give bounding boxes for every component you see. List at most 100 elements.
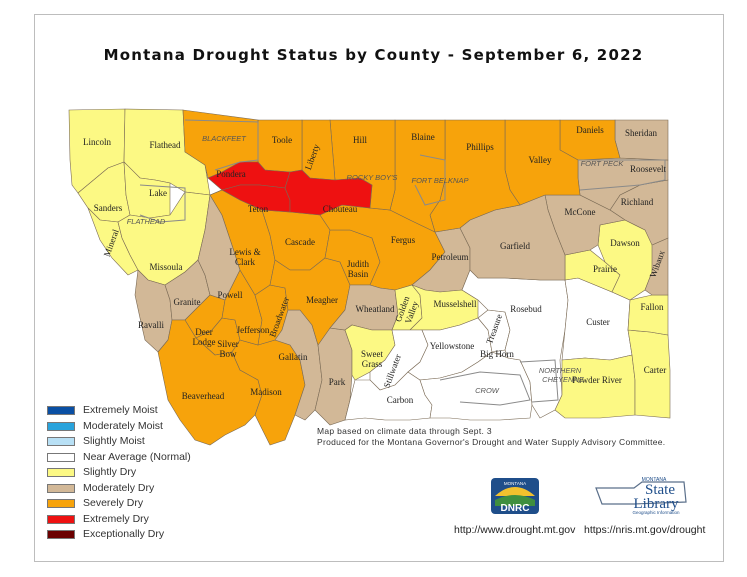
county-label: Sheridan (625, 128, 657, 138)
legend-item: Near Average (Normal) (47, 451, 267, 467)
county-label: Chouteau (323, 204, 358, 214)
county-label: Cascade (285, 237, 315, 247)
reservation-flathead-outline (139, 184, 186, 223)
county-label: Ravalli (138, 320, 164, 330)
legend-swatch (47, 499, 75, 508)
county-label: Powder River (572, 375, 622, 385)
nris-url-link[interactable]: https://nris.mt.gov/drought (584, 524, 706, 536)
county-label: Phillips (466, 142, 494, 152)
county-label: Fallon (640, 302, 664, 312)
reservation-label: ROCKY BOY'S (347, 173, 398, 182)
legend-item: Moderately Moist (47, 420, 267, 436)
county-label: Beaverhead (182, 391, 225, 401)
county-label: Valley (529, 155, 552, 165)
legend-swatch (47, 530, 75, 539)
notes-line-2: Produced for the Montana Governor's Drou… (317, 437, 666, 447)
state-library-main-text-1: State (645, 482, 675, 498)
reservation-label: FORT PECK (581, 159, 625, 168)
county-label: Bow (219, 349, 237, 359)
county-label: Deer (195, 327, 213, 337)
reservation-label: FLATHEAD (127, 217, 166, 226)
legend-label: Slightly Moist (83, 435, 145, 447)
county-label: Flathead (150, 140, 181, 150)
county-label: Custer (586, 317, 610, 327)
county-label: Clark (235, 257, 255, 267)
state-library-logo-mark: MONTANA State Library Geographic Informa… (595, 477, 687, 515)
notes-line-1: Map based on climate data through Sept. … (317, 426, 492, 436)
legend-label: Severely Dry (83, 497, 144, 509)
county-label: Rosebud (510, 304, 542, 314)
county-label: Fergus (391, 235, 416, 245)
county-label: Big Horn (480, 349, 514, 359)
legend-swatch (47, 514, 75, 524)
legend-label: Near Average (Normal) (83, 450, 191, 463)
reservation-label: FORT BELKNAP (412, 176, 469, 185)
map-notes: Map based on climate data through Sept. … (317, 426, 665, 448)
state-library-logo[interactable]: MONTANA State Library Geographic Informa… (594, 474, 694, 518)
county-label: Park (329, 377, 346, 387)
county-label: Prairie (593, 264, 617, 274)
county-label: Meagher (306, 295, 338, 305)
county-fallon (627, 294, 669, 336)
county-label: Lake (149, 188, 167, 198)
county-label: Petroleum (432, 252, 469, 262)
county-label: Gallatin (279, 352, 308, 362)
county-label: Judith (347, 259, 370, 269)
county-label: Yellowstone (430, 341, 475, 351)
state-library-sub-text: Geographic Information (632, 510, 680, 515)
county-label: Basin (348, 269, 369, 279)
legend: Extremely Moist Moderately Moist Slightly … (47, 404, 267, 544)
state-library-top-text: MONTANA (642, 477, 667, 483)
state-library-main-text-2: Library (634, 496, 679, 512)
legend-label: Moderately Dry (83, 481, 155, 494)
county-label: Pondera (216, 169, 246, 179)
county-label: Silver (217, 339, 239, 349)
reservation-label: NORTHERN (539, 366, 582, 375)
reservation-label: BLACKFEET (202, 134, 247, 143)
county-powder-river (554, 354, 636, 419)
legend-label: Slightly Dry (83, 466, 137, 478)
county-label: Teton (248, 204, 269, 214)
reservation-northern-cheyenne-outline (519, 359, 559, 403)
reservation-label: CROW (475, 386, 500, 395)
county-label: Musselshell (433, 299, 477, 309)
county-label: Madison (250, 387, 282, 397)
legend-label: Moderately Moist (83, 419, 163, 432)
dnrc-logo[interactable]: DNRC MONTANA (489, 476, 541, 516)
legend-item: Moderately Dry (47, 482, 267, 498)
drought-url-link[interactable]: http://www.drought.mt.gov (454, 524, 576, 536)
county-label: Sweet (361, 349, 383, 359)
reservation-fort-peck-outline (578, 159, 666, 191)
reservation-crow-outline (439, 371, 531, 406)
map-title: Montana Drought Status by County - Septe… (103, 46, 644, 64)
legend-swatch (47, 406, 75, 415)
county-label: Carter (644, 365, 667, 375)
legend-item: Extremely Moist (47, 404, 267, 420)
county-label: Carbon (387, 395, 414, 405)
legend-swatch (47, 468, 75, 477)
county-label: Wheatland (356, 304, 395, 314)
legend-item: Severely Dry (47, 497, 267, 513)
county-label: Toole (272, 135, 292, 145)
county-label: Daniels (576, 125, 604, 135)
legend-item: Slightly Moist (47, 435, 267, 451)
reservation-label: CHEYENNE (542, 375, 585, 384)
county-label: Lewis & (229, 247, 260, 257)
legend-item: Extremely Dry (47, 513, 267, 529)
county-label: Jefferson (237, 325, 270, 335)
dnrc-logo-mark: DNRC MONTANA (491, 478, 539, 514)
legend-swatch (47, 437, 75, 446)
dnrc-logo-top-text: MONTANA (504, 481, 526, 486)
county-label: McCone (565, 207, 596, 217)
legend-label: Extremely Moist (83, 404, 158, 416)
county-label: Garfield (500, 241, 530, 251)
reservation-fort-belknap-outline (414, 154, 446, 206)
legend-item: Exceptionally Dry (47, 528, 267, 544)
county-sheridan (614, 119, 669, 161)
county-label: Dawson (610, 238, 640, 248)
county-label: Hill (353, 135, 368, 145)
county-label: Granite (174, 297, 201, 307)
county-label: Lincoln (83, 137, 111, 147)
county-toole (257, 119, 303, 173)
